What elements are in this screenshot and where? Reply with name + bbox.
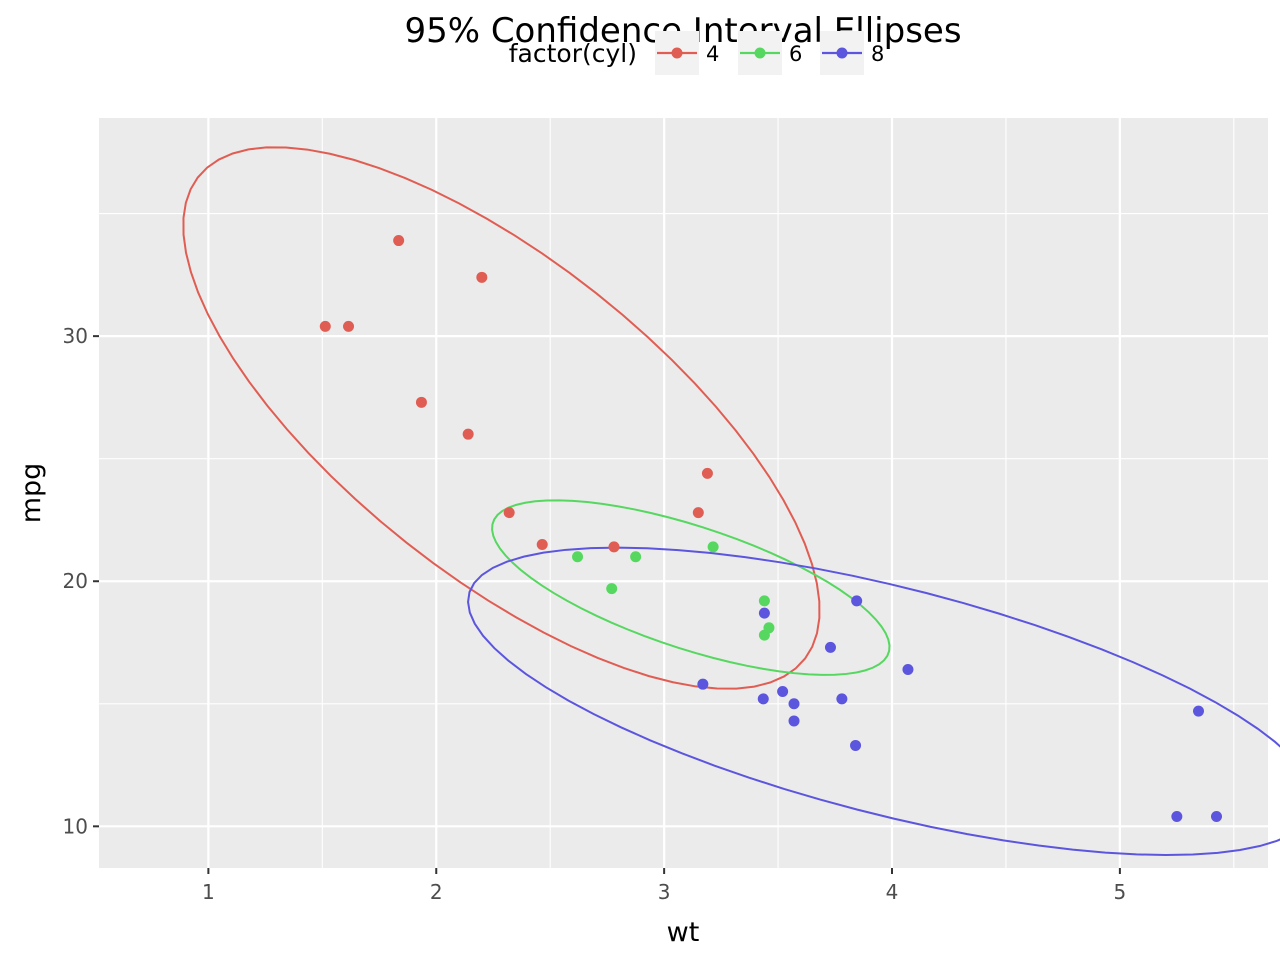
ellipse-cyl-4 [182, 146, 821, 690]
legend-entry-4: 4 [655, 31, 719, 75]
ellipse-cyl-6 [491, 499, 891, 676]
point-cyl-8 [850, 739, 862, 751]
legend-label: 4 [706, 42, 719, 66]
point-cyl-8 [757, 693, 769, 705]
legend-key-point [671, 47, 683, 59]
x-tick-label: 3 [658, 880, 671, 904]
point-cyl-8 [697, 678, 709, 690]
x-tick-label: 1 [202, 880, 215, 904]
legend-label: 6 [789, 42, 802, 66]
point-cyl-8 [788, 715, 800, 727]
legend-key-point [754, 47, 766, 59]
point-cyl-8 [902, 663, 914, 675]
point-cyl-4 [503, 507, 515, 519]
point-cyl-4 [319, 320, 331, 332]
point-cyl-8 [1192, 705, 1204, 717]
point-cyl-8 [777, 686, 789, 698]
x-axis-title: wt [667, 917, 700, 948]
x-axis: 1 2 3 4 5 [202, 868, 1126, 904]
legend-label: 8 [871, 42, 884, 66]
x-tick-label: 5 [1114, 880, 1127, 904]
confidence-ellipses [182, 146, 1280, 857]
point-cyl-8 [1171, 811, 1183, 823]
plot-panel [99, 118, 1268, 868]
y-axis: 10 20 30 [63, 324, 99, 838]
point-cyl-4 [343, 320, 355, 332]
legend: factor(cyl) 4 6 8 [509, 31, 884, 75]
point-cyl-8 [836, 693, 848, 705]
point-cyl-4 [701, 467, 713, 479]
legend-key-point [836, 47, 848, 59]
point-cyl-6 [606, 583, 618, 595]
point-cyl-8 [824, 641, 836, 653]
data-points [319, 235, 1223, 823]
ellipse-cyl-8 [467, 546, 1280, 857]
y-axis-title: mpg [16, 463, 47, 524]
legend-entries: 4 6 8 [655, 31, 884, 75]
legend-entry-8: 8 [820, 31, 884, 75]
point-cyl-4 [393, 235, 405, 247]
point-cyl-8 [851, 595, 863, 607]
point-cyl-8 [1211, 811, 1223, 823]
point-cyl-6 [572, 551, 584, 563]
point-cyl-8 [788, 698, 800, 710]
legend-entry-6: 6 [738, 31, 802, 75]
point-cyl-4 [536, 538, 548, 550]
grid-major [99, 118, 1268, 868]
y-tick-label: 30 [63, 324, 88, 348]
y-tick-label: 10 [63, 814, 88, 838]
point-cyl-4 [476, 271, 488, 283]
point-cyl-8 [758, 607, 770, 619]
point-cyl-4 [462, 428, 474, 440]
point-cyl-6 [630, 551, 642, 563]
point-cyl-4 [415, 396, 427, 408]
point-cyl-4 [608, 541, 620, 553]
legend-title: factor(cyl) [509, 39, 637, 68]
x-tick-label: 4 [886, 880, 899, 904]
point-cyl-4 [692, 507, 704, 519]
point-cyl-6 [758, 629, 770, 641]
point-cyl-6 [707, 541, 719, 553]
y-tick-label: 20 [63, 569, 88, 593]
x-tick-label: 2 [430, 880, 443, 904]
point-cyl-6 [758, 595, 770, 607]
